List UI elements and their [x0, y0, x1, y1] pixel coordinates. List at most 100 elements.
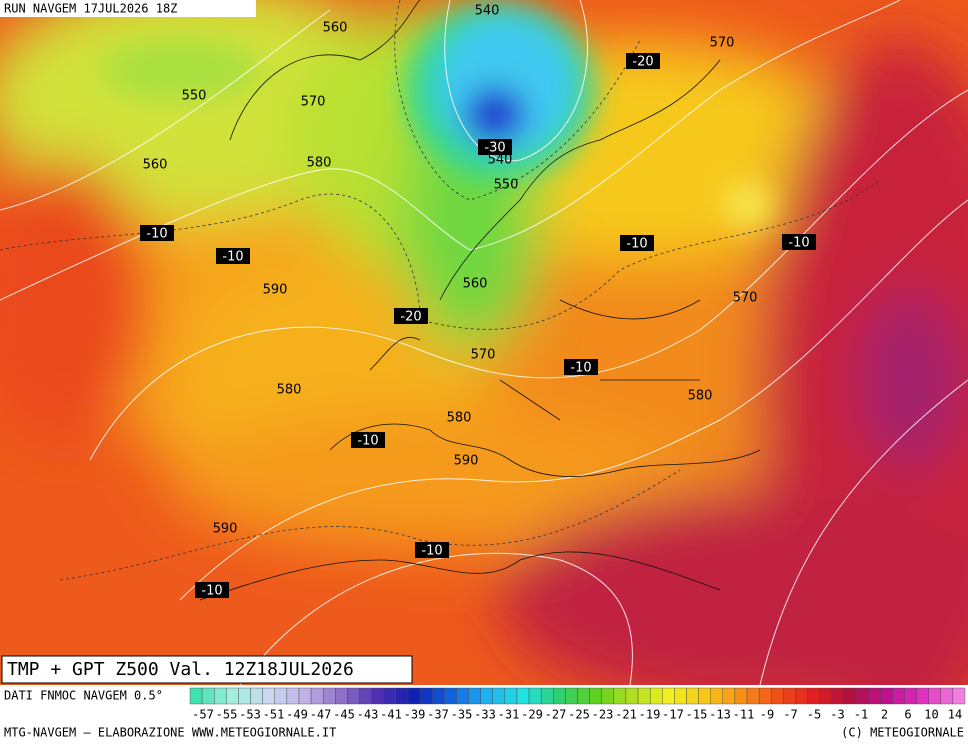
scale-swatch: [359, 687, 372, 705]
height-label: 570: [733, 291, 758, 306]
temp-label-bg: [415, 542, 449, 558]
scale-swatch: [601, 687, 615, 705]
scale-swatch: [323, 687, 336, 705]
height-label: 570: [471, 348, 496, 363]
height-contours: [0, 0, 968, 685]
scale-swatch: [880, 687, 893, 705]
height-label: 570: [301, 95, 326, 110]
height-label: 560: [143, 158, 168, 173]
scale-swatch: [286, 687, 300, 705]
scale-label: -15: [686, 708, 708, 722]
scale-swatch: [577, 687, 590, 705]
scale-swatch: [444, 687, 457, 705]
scale-label: -13: [709, 708, 731, 722]
scale-swatch: [855, 687, 869, 705]
scale-swatch: [456, 687, 469, 705]
scale-swatch: [419, 687, 433, 705]
scale-swatch: [407, 687, 421, 705]
header: RUN NAVGEM 17JUL2026 18Z: [4, 2, 177, 16]
temp-label-bg: [782, 234, 816, 250]
height-label: 580: [688, 389, 713, 404]
scale-label: -25: [568, 708, 590, 722]
scale-swatch: [771, 687, 784, 705]
scale-swatch: [335, 687, 348, 705]
scale-swatch: [528, 687, 542, 705]
scale-swatch: [819, 687, 832, 705]
temp-label: -10: [146, 227, 167, 242]
temp-label-bg: [626, 53, 660, 69]
temp-label: -20: [632, 55, 653, 70]
scale-label: -23: [592, 708, 614, 722]
scale-swatch: [189, 687, 203, 705]
scale-swatch: [492, 687, 506, 705]
scale-label: -5: [807, 708, 821, 722]
scale-swatch: [516, 687, 530, 705]
height-label: 570: [710, 36, 735, 51]
height-label: 540: [488, 153, 513, 168]
scale-label: -27: [545, 708, 567, 722]
scale-swatch: [722, 687, 736, 705]
scale-swatch: [952, 687, 966, 705]
height-label: 560: [463, 277, 488, 292]
scale-label: -19: [639, 708, 661, 722]
temp-label-bg: [351, 432, 385, 448]
scale-swatch: [347, 687, 360, 705]
scale-swatch: [625, 687, 639, 705]
scale-label: -39: [404, 708, 426, 722]
scale-swatch: [940, 687, 954, 705]
height-label: 580: [277, 383, 302, 398]
header-bg: [0, 0, 256, 17]
temp-label: -30: [484, 141, 505, 156]
scale-label: -31: [498, 708, 520, 722]
scale-swatch: [226, 687, 239, 705]
color-scale: -57 -55 -53 -51 -49 -47 -45 -43 -41 -39 -37 -35 -33-…: [189, 687, 966, 722]
scale-swatch: [250, 687, 263, 705]
scale-swatch: [637, 687, 651, 705]
scale-swatch: [831, 687, 845, 705]
scale-swatch: [734, 687, 748, 705]
scale-swatch: [395, 687, 409, 705]
scale-label: -9: [760, 708, 774, 722]
footer-right: (C) METEOGIORNALE: [841, 726, 964, 740]
temp-label: -10: [421, 544, 442, 559]
temp-label: -10: [201, 584, 222, 599]
scale-label: -1: [854, 708, 868, 722]
temp-label: -10: [626, 237, 647, 252]
temp-label-bg: [620, 235, 654, 251]
height-label: 590: [213, 522, 238, 537]
scale-swatch: [553, 687, 566, 705]
scale-label: -41: [380, 708, 402, 722]
scale-swatch: [686, 687, 699, 705]
scale-label: -29: [521, 708, 543, 722]
scale-label: -45: [333, 708, 355, 722]
temp-label: -10: [222, 250, 243, 265]
footer-left: MTG-NAVGEM – ELABORAZIONE WWW.METEOGIORN…: [4, 726, 336, 740]
scale-swatch: [480, 687, 493, 705]
scale-swatch: [589, 687, 602, 705]
scale-swatch: [904, 687, 917, 705]
scale-swatch: [431, 687, 445, 705]
scale-label: -53: [239, 708, 261, 722]
scale-swatch: [916, 687, 929, 705]
coastlines: [199, 0, 761, 601]
scale-swatch: [758, 687, 772, 705]
height-label: 590: [263, 283, 288, 298]
temp-label-bg: [394, 308, 428, 324]
scale-label: -11: [733, 708, 755, 722]
scale-label: 10: [924, 708, 938, 722]
scale-label: -51: [263, 708, 285, 722]
scale-label: 2: [881, 708, 888, 722]
scale-swatch: [468, 687, 481, 705]
scale-label: -57: [192, 708, 214, 722]
temp-label: -10: [788, 236, 809, 251]
scale-swatch: [238, 687, 251, 705]
scale-swatch: [214, 687, 227, 705]
scale-label: 14: [948, 708, 962, 722]
scale-swatch: [783, 687, 796, 705]
temp-label-bg: [478, 139, 512, 155]
scale-swatch: [662, 687, 675, 705]
scale-swatch: [504, 687, 518, 705]
